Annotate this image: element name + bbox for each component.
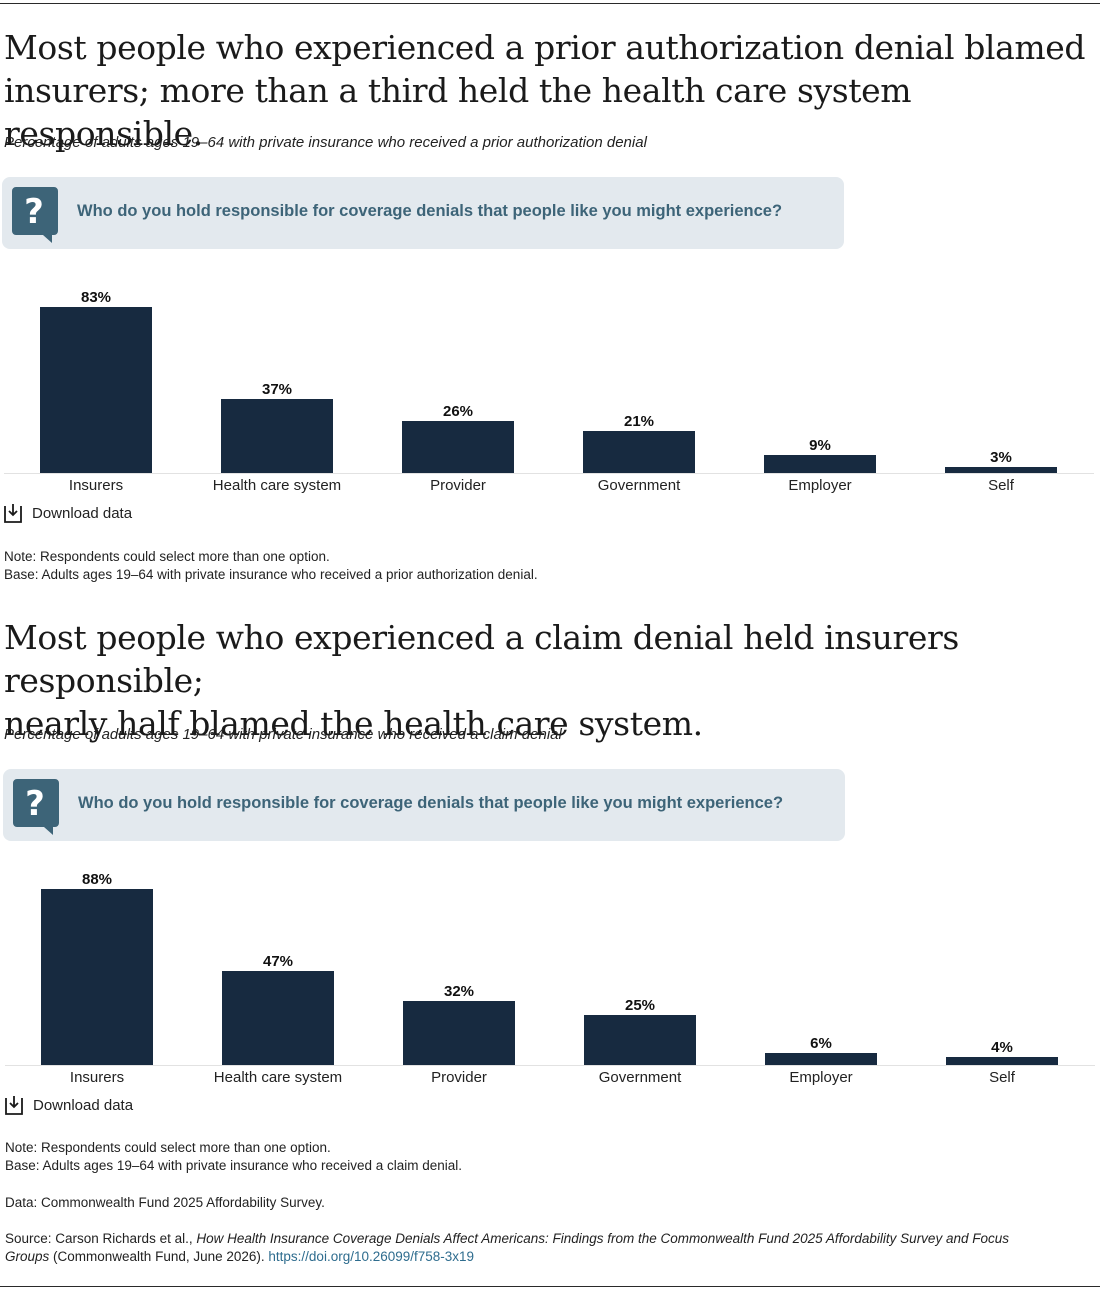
top-rule bbox=[0, 3, 1100, 4]
chart-base: Base: Adults ages 19–64 with private ins… bbox=[5, 1158, 463, 1173]
source-citation: Source: Carson Richards et al., How Heal… bbox=[5, 1230, 1015, 1266]
bottom-rule bbox=[0, 1286, 1100, 1287]
chart-title: Most people who experienced a prior auth… bbox=[4, 26, 1094, 155]
download-icon bbox=[5, 1096, 23, 1115]
svg-text:?: ? bbox=[25, 784, 45, 824]
bar-government bbox=[583, 431, 695, 473]
bar-government bbox=[584, 1015, 696, 1065]
x-tick-label: Health care system bbox=[214, 1069, 342, 1086]
source-prefix: Source: Carson Richards et al., bbox=[5, 1231, 197, 1246]
data-label: 9% bbox=[809, 437, 831, 454]
chart-subtitle: Percentage of adults ages 19–64 with pri… bbox=[4, 726, 562, 743]
bar-provider bbox=[403, 1001, 515, 1065]
bar-health-care-system bbox=[221, 399, 333, 473]
bar-self bbox=[946, 1057, 1058, 1065]
chart-title-line-2: nearly half blamed the health care syste… bbox=[4, 704, 703, 743]
svg-text:?: ? bbox=[24, 192, 44, 232]
question-box: ? Who do you hold responsible for covera… bbox=[2, 177, 844, 249]
bar-chart: 88% Insurers 47% Health care system 32% Provi… bbox=[1, 860, 1100, 1100]
x-tick-label: Insurers bbox=[69, 477, 123, 494]
chart-title: Most people who experienced a claim deni… bbox=[4, 616, 1094, 745]
x-tick-label: Employer bbox=[789, 1069, 852, 1086]
question-text: Who do you hold responsible for coverage… bbox=[77, 202, 783, 220]
bar-chart: 83% Insurers 37% Health care system 26% Provi… bbox=[0, 268, 1100, 508]
download-data-label: Download data bbox=[32, 504, 133, 522]
bar-health-care-system bbox=[222, 971, 334, 1065]
source-report-title: How Health Insurance Coverage Denials Af… bbox=[5, 1231, 1009, 1264]
question-text: Who do you hold responsible for coverage… bbox=[78, 794, 784, 812]
data-source-note: Data: Commonwealth Fund 2025 Affordabili… bbox=[5, 1195, 325, 1210]
download-icon bbox=[4, 504, 22, 523]
bar-employer bbox=[764, 455, 876, 473]
bar-self bbox=[945, 467, 1057, 473]
source-doi-link[interactable]: https://doi.org/10.26099/f758-3x19 bbox=[268, 1249, 475, 1264]
data-label: 3% bbox=[990, 449, 1012, 466]
download-data-label: Download data bbox=[33, 1096, 134, 1114]
chart-title-line-2: insurers; more than a third held the hea… bbox=[4, 71, 912, 153]
data-label: 25% bbox=[625, 997, 655, 1014]
data-label: 4% bbox=[991, 1039, 1013, 1056]
chart-base: Base: Adults ages 19–64 with private ins… bbox=[4, 567, 538, 582]
chart-subtitle: Percentage of adults ages 19–64 with pri… bbox=[4, 134, 647, 151]
question-bubble-icon: ? bbox=[13, 779, 59, 835]
data-label: 37% bbox=[262, 381, 292, 398]
source-suffix: (Commonwealth Fund, June 2026). bbox=[49, 1249, 269, 1264]
question-box: ? Who do you hold responsible for covera… bbox=[3, 769, 845, 841]
x-tick-label: Provider bbox=[431, 1069, 487, 1086]
chart-title-line-1: Most people who experienced a claim deni… bbox=[4, 618, 959, 700]
bar-provider bbox=[402, 421, 514, 473]
x-tick-label: Provider bbox=[430, 477, 486, 494]
data-label: 21% bbox=[624, 413, 654, 430]
data-label: 6% bbox=[810, 1035, 832, 1052]
data-label: 32% bbox=[444, 983, 474, 1000]
x-tick-label: Government bbox=[598, 477, 681, 494]
question-bubble-icon: ? bbox=[12, 187, 58, 243]
chart-note: Note: Respondents could select more than… bbox=[4, 549, 330, 564]
download-data-button[interactable]: Download data bbox=[4, 502, 132, 524]
chart-title-line-1: Most people who experienced a prior auth… bbox=[4, 28, 1086, 67]
data-label: 88% bbox=[82, 871, 112, 888]
x-tick-label: Government bbox=[599, 1069, 682, 1086]
bar-chart-svg: 83% Insurers 37% Health care system 26% Provi… bbox=[4, 289, 1094, 494]
x-tick-label: Self bbox=[989, 1069, 1016, 1086]
download-data-button[interactable]: Download data bbox=[5, 1094, 133, 1116]
bar-insurers bbox=[41, 889, 153, 1065]
data-label: 83% bbox=[81, 289, 111, 306]
bar-insurers bbox=[40, 307, 152, 473]
x-tick-label: Insurers bbox=[70, 1069, 124, 1086]
bar-employer bbox=[765, 1053, 877, 1065]
x-tick-label: Health care system bbox=[213, 477, 341, 494]
chart-note: Note: Respondents could select more than… bbox=[5, 1140, 331, 1155]
bar-chart-svg: 88% Insurers 47% Health care system 32% Provi… bbox=[5, 871, 1095, 1086]
data-label: 26% bbox=[443, 403, 473, 420]
data-label: 47% bbox=[263, 953, 293, 970]
x-tick-label: Self bbox=[988, 477, 1015, 494]
x-tick-label: Employer bbox=[788, 477, 851, 494]
